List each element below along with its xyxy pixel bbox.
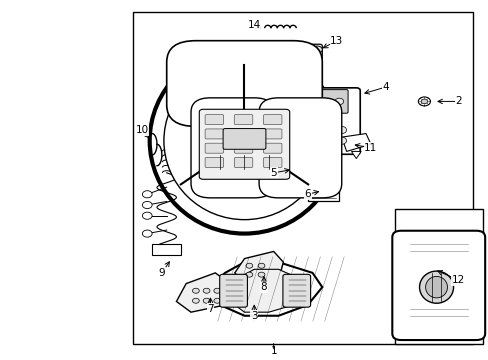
Circle shape — [142, 202, 152, 208]
FancyBboxPatch shape — [204, 114, 223, 125]
Text: 2: 2 — [454, 96, 461, 107]
Bar — [152, 244, 181, 255]
Text: 14: 14 — [247, 19, 260, 30]
Text: 8: 8 — [260, 282, 267, 292]
Polygon shape — [176, 273, 229, 312]
Text: 7: 7 — [207, 303, 213, 314]
Polygon shape — [351, 152, 361, 158]
Polygon shape — [234, 251, 283, 284]
Text: 1: 1 — [270, 346, 276, 356]
FancyBboxPatch shape — [234, 143, 252, 153]
FancyBboxPatch shape — [288, 88, 360, 154]
FancyBboxPatch shape — [204, 129, 223, 139]
Ellipse shape — [149, 48, 339, 234]
FancyBboxPatch shape — [219, 274, 247, 307]
Circle shape — [302, 137, 312, 144]
Ellipse shape — [419, 271, 453, 303]
Circle shape — [312, 46, 322, 53]
FancyBboxPatch shape — [259, 98, 341, 198]
Ellipse shape — [417, 97, 429, 106]
FancyBboxPatch shape — [204, 157, 223, 167]
Circle shape — [319, 126, 329, 134]
Bar — [307, 188, 339, 202]
Circle shape — [203, 298, 209, 303]
FancyBboxPatch shape — [263, 114, 282, 125]
FancyBboxPatch shape — [263, 157, 282, 167]
Circle shape — [192, 298, 199, 303]
Text: 12: 12 — [451, 275, 464, 285]
Circle shape — [258, 272, 264, 277]
FancyBboxPatch shape — [234, 129, 252, 139]
Ellipse shape — [425, 276, 447, 298]
FancyBboxPatch shape — [204, 143, 223, 153]
Text: 10: 10 — [136, 125, 149, 135]
Circle shape — [142, 191, 152, 198]
Polygon shape — [341, 134, 370, 152]
FancyBboxPatch shape — [234, 114, 252, 125]
Text: 5: 5 — [270, 168, 276, 178]
Circle shape — [213, 288, 220, 293]
FancyBboxPatch shape — [199, 109, 289, 179]
Polygon shape — [210, 262, 322, 316]
Text: 11: 11 — [364, 143, 377, 153]
Circle shape — [319, 137, 329, 144]
Bar — [132, 12, 472, 344]
FancyBboxPatch shape — [223, 129, 265, 149]
FancyBboxPatch shape — [234, 157, 252, 167]
Text: 3: 3 — [250, 311, 257, 321]
FancyBboxPatch shape — [263, 143, 282, 153]
FancyBboxPatch shape — [166, 41, 322, 126]
Circle shape — [203, 288, 209, 293]
FancyBboxPatch shape — [301, 90, 347, 113]
Bar — [394, 208, 482, 344]
Circle shape — [142, 212, 152, 219]
Polygon shape — [224, 269, 307, 312]
Ellipse shape — [420, 99, 427, 104]
Polygon shape — [287, 152, 336, 180]
Text: 6: 6 — [304, 189, 310, 199]
Circle shape — [245, 272, 252, 277]
Circle shape — [213, 298, 220, 303]
Circle shape — [336, 137, 346, 144]
Circle shape — [336, 126, 346, 134]
FancyBboxPatch shape — [391, 231, 484, 340]
Circle shape — [192, 288, 199, 293]
Circle shape — [245, 263, 252, 268]
Ellipse shape — [163, 62, 325, 220]
Circle shape — [142, 230, 152, 237]
Circle shape — [296, 72, 308, 81]
Circle shape — [302, 126, 312, 134]
Text: 4: 4 — [382, 82, 388, 92]
Text: 13: 13 — [329, 36, 343, 46]
Text: 9: 9 — [158, 268, 165, 278]
FancyBboxPatch shape — [283, 274, 310, 307]
FancyBboxPatch shape — [290, 44, 322, 64]
FancyBboxPatch shape — [191, 98, 273, 198]
Circle shape — [258, 263, 264, 268]
Circle shape — [310, 98, 319, 105]
Circle shape — [287, 47, 298, 56]
Circle shape — [334, 98, 343, 105]
FancyBboxPatch shape — [263, 129, 282, 139]
